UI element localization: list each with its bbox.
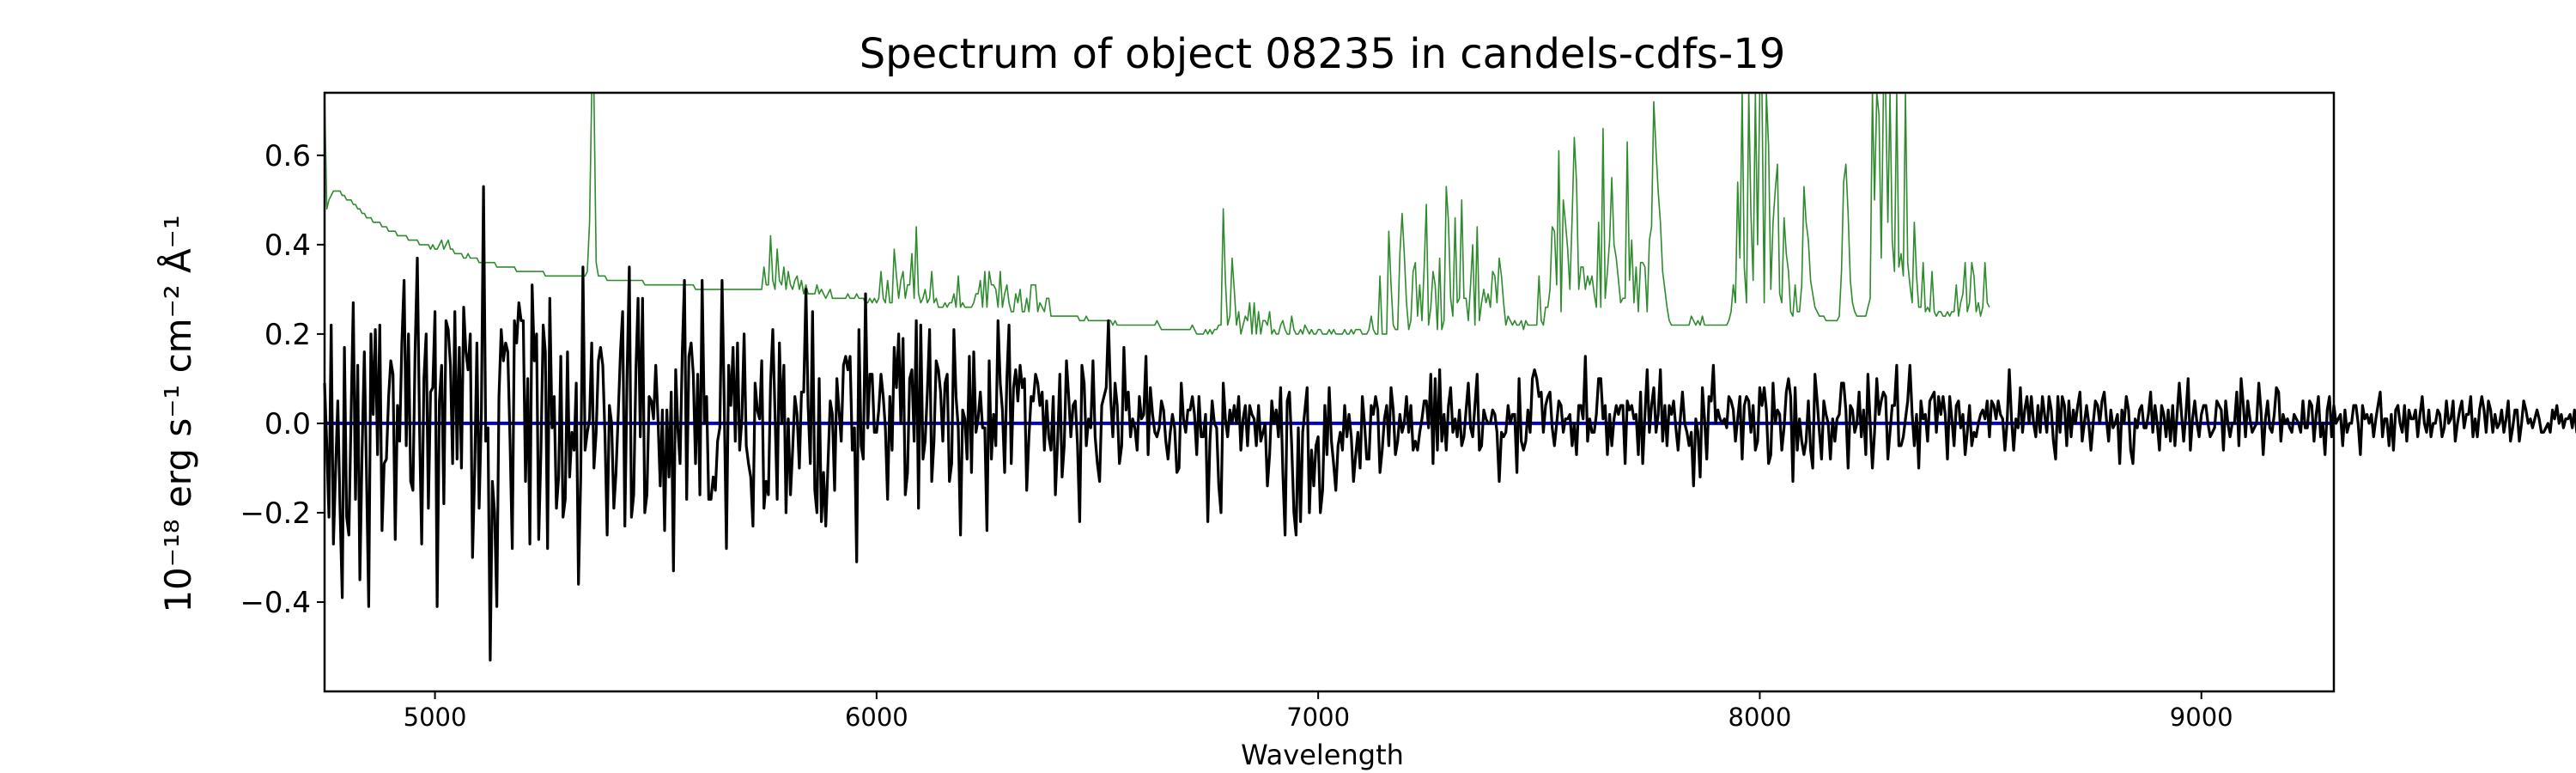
y-axis-label: 10⁻¹⁸ erg s⁻¹ cm⁻² Å⁻¹ <box>156 215 199 612</box>
x-axis: 5000 6000 7000 8000 9000 <box>404 691 2233 732</box>
y-tick-label: 0.0 <box>264 407 311 441</box>
y-tick-label: −0.2 <box>240 496 311 531</box>
chart-title: Spectrum of object 08235 in candels-cdfs… <box>860 30 1786 78</box>
sky-spectrum-layer <box>324 92 1990 335</box>
x-axis-label: Wavelength <box>1241 739 1404 771</box>
x-tick-label: 7000 <box>1286 703 1350 732</box>
y-tick-label: 0.2 <box>264 318 311 352</box>
plot-frame <box>323 91 2336 693</box>
plot-area <box>323 92 2576 662</box>
x-tick-label: 8000 <box>1728 703 1792 732</box>
y-tick-label: −0.4 <box>240 586 311 620</box>
flux-spectrum-layer <box>323 185 2576 662</box>
x-tick-label: 9000 <box>2170 703 2233 732</box>
y-axis: −0.4 −0.2 0.0 0.2 0.4 0.6 <box>240 139 325 620</box>
x-tick-label: 6000 <box>845 703 908 732</box>
y-tick-label: 0.6 <box>264 139 311 173</box>
y-tick-label: 0.4 <box>264 228 311 263</box>
flux-series-line <box>323 185 2576 662</box>
sky-series-line <box>324 92 1990 335</box>
x-tick-label: 5000 <box>404 703 467 732</box>
